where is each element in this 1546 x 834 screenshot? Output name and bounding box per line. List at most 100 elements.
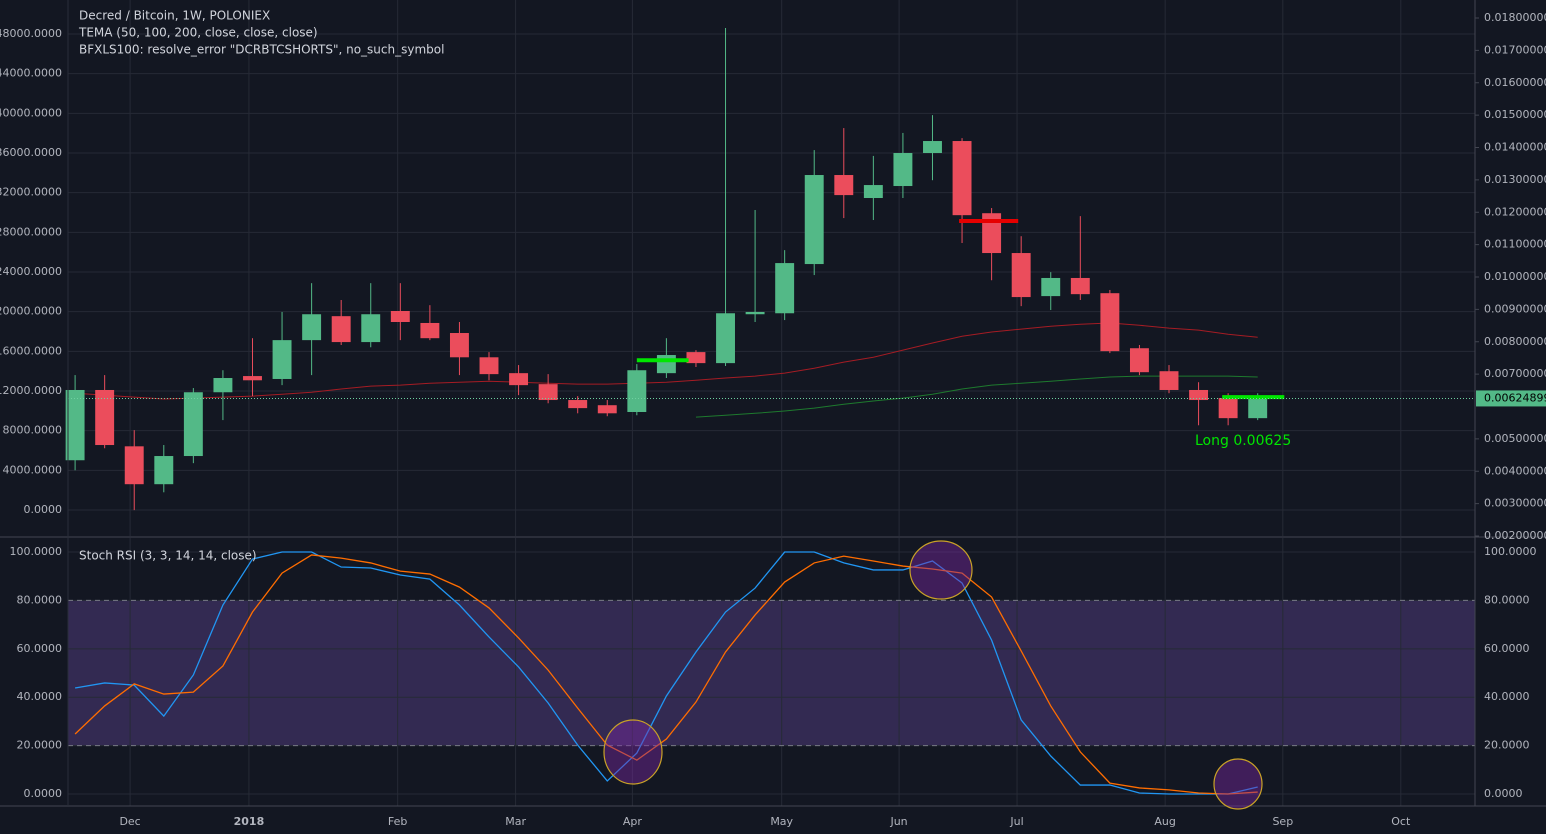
candle-body (923, 141, 942, 154)
y-tick-label: 20.0000 (1484, 739, 1530, 752)
y-tick-label: 0.0000 (1484, 787, 1523, 800)
candle-body (272, 340, 292, 379)
candle-body (420, 322, 440, 339)
y2-tick-label: 28000.0000 (0, 225, 62, 238)
price-label: 0.00624899 (1484, 391, 1546, 404)
y2-tick-label: 12000.0000 (0, 384, 62, 397)
y-tick-label: 0.01400000 (1484, 141, 1546, 154)
y-tick-label: 0.00400000 (1484, 464, 1546, 477)
y-tick-label: 0.01300000 (1484, 173, 1546, 186)
y-tick-label: 0.0000 (24, 787, 63, 800)
stoch-line (74, 551, 1258, 795)
y-tick-label: 0.01200000 (1484, 205, 1546, 218)
candle-body (1041, 277, 1061, 297)
y-tick-label: 40.0000 (1484, 690, 1530, 703)
band (68, 600, 1475, 746)
y-tick-label: 100.0000 (10, 545, 63, 558)
indicator-label: TEMA (50, 100, 200, close, close, close) (78, 26, 318, 40)
candle-body (538, 384, 558, 401)
candle-body (302, 314, 322, 341)
x-tick-label: 2018 (234, 815, 265, 828)
x-tick-label: Aug (1154, 815, 1175, 828)
y-tick-label: 60.0000 (1484, 642, 1530, 655)
candle-body (716, 313, 735, 364)
candle-body (568, 400, 588, 409)
x-tick-label: Dec (119, 815, 140, 828)
candle-body (656, 355, 676, 374)
y-tick-label: 0.01100000 (1484, 238, 1546, 251)
candle-body (183, 392, 203, 457)
candle-body (1100, 293, 1120, 352)
candle-body (627, 370, 647, 413)
x-tick-label: Sep (1272, 815, 1293, 828)
stoch-line (74, 554, 1258, 795)
y2-tick-label: 36000.0000 (0, 146, 62, 159)
candle-body (509, 373, 529, 386)
candle-body (124, 446, 144, 485)
price-label-bg (1476, 390, 1546, 407)
y-tick-label: 40.0000 (17, 690, 63, 703)
x-tick-label: Oct (1391, 815, 1411, 828)
candle-body (686, 352, 706, 364)
y2-tick-label: 20000.0000 (0, 305, 62, 318)
candle-body (893, 153, 913, 187)
candle-body (449, 333, 469, 358)
y-tick-label: 0.00200000 (1484, 529, 1546, 542)
indicator-label: BFXLS100: resolve_error "DCRBTCSHORTS", … (79, 43, 444, 57)
grid (68, 0, 1475, 806)
y2-tick-label: 48000.0000 (0, 27, 62, 40)
candle-body (863, 185, 883, 199)
candle-body (1248, 398, 1268, 419)
y-tick-label: 0.00500000 (1484, 432, 1546, 445)
candle-body (804, 175, 824, 265)
x-tick-label: May (770, 815, 793, 828)
y-tick-label: 0.01700000 (1484, 43, 1546, 56)
candle-body (775, 263, 795, 314)
y2-tick-label: 16000.0000 (0, 344, 62, 357)
drawing-circle (1213, 758, 1263, 810)
candle-body (479, 357, 499, 375)
candle-body (1218, 398, 1238, 419)
candle-body (331, 316, 351, 343)
y-tick-label: 80.0000 (17, 593, 63, 606)
y2-tick-label: 32000.0000 (0, 186, 62, 199)
candle-body (243, 376, 262, 381)
chart-title: Decred / Bitcoin, 1W, POLONIEX (79, 9, 270, 23)
y2-tick-label: 4000.0000 (3, 463, 63, 476)
x-tick-label: Mar (505, 815, 526, 828)
drawing-circle (909, 540, 973, 600)
candle-body (154, 456, 174, 485)
candle-body (1129, 348, 1149, 373)
y2-tick-label: 44000.0000 (0, 67, 62, 80)
y-tick-label: 0.01800000 (1484, 11, 1546, 24)
y-tick-label: 0.00700000 (1484, 367, 1546, 380)
candle-body (213, 378, 233, 393)
y-tick-label: 0.01600000 (1484, 76, 1546, 89)
candle-body (597, 405, 617, 414)
y-tick-label: 0.00300000 (1484, 497, 1546, 510)
marks (65, 28, 1475, 795)
y-tick-label: 0.01000000 (1484, 270, 1546, 283)
candle-body (745, 311, 765, 315)
y2-tick-label: 8000.0000 (3, 424, 63, 437)
drawing-circle (603, 719, 663, 785)
y-tick-label: 0.01500000 (1484, 108, 1546, 121)
candle-body (361, 314, 381, 343)
candle-body (952, 141, 972, 216)
x-tick-label: Feb (388, 815, 407, 828)
x-tick-label: Jul (1009, 815, 1023, 828)
candle-body (1070, 277, 1090, 295)
tema-line (75, 322, 1258, 400)
annotation: Long 0.00625 (1195, 433, 1291, 449)
candle-body (982, 213, 1002, 254)
candle-body (390, 310, 410, 323)
candle-body (65, 389, 85, 461)
y2-tick-label: 0.0000 (24, 503, 63, 516)
candle-body (834, 175, 854, 196)
y2-tick-label: 24000.0000 (0, 265, 62, 278)
y-tick-label: 60.0000 (17, 642, 63, 655)
candle-body (1189, 389, 1209, 401)
y-tick-label: 100.0000 (1484, 545, 1537, 558)
